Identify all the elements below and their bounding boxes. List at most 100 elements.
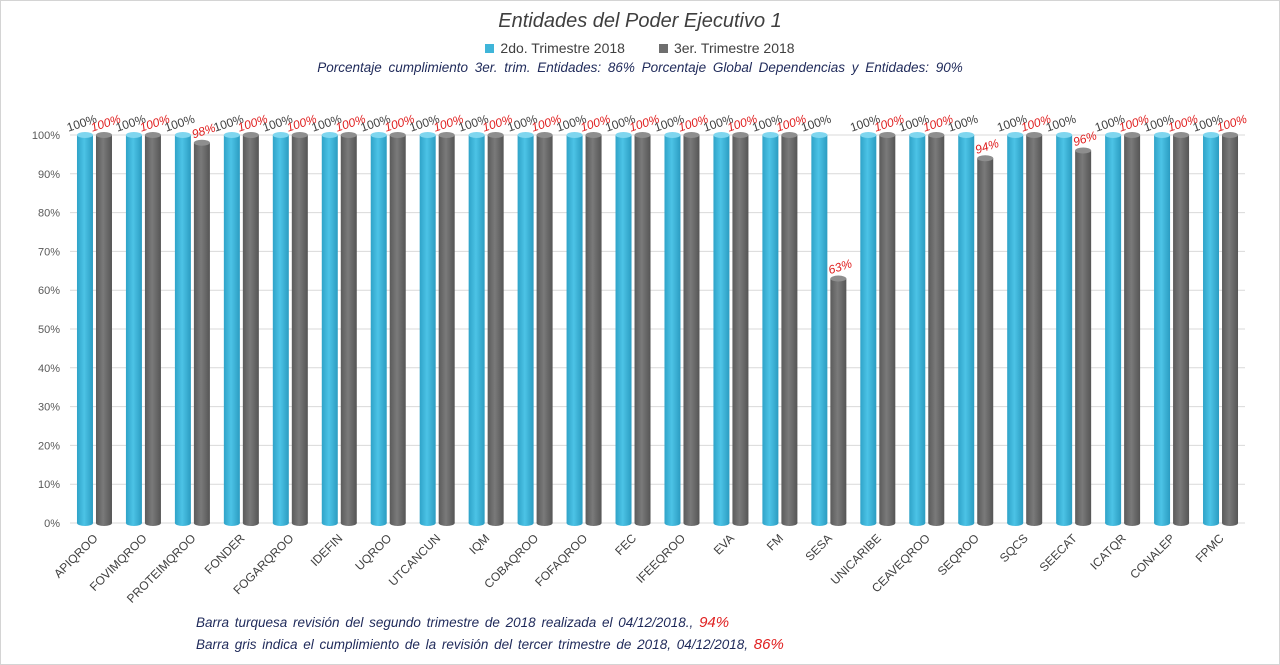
bar-q2-cap — [566, 132, 583, 138]
bar-q2 — [1154, 135, 1171, 523]
x-category-label: SEQROO — [935, 531, 982, 578]
bar-q2-cap — [370, 132, 387, 138]
note-turquoise-text: Barra turquesa revisión del segundo trim… — [196, 615, 700, 630]
bar-q2 — [1007, 135, 1024, 523]
bar-q2-base — [1154, 520, 1171, 526]
legend-swatch-q3 — [658, 43, 668, 53]
bar-q3 — [291, 135, 308, 523]
bar-q2-cap — [811, 132, 828, 138]
y-tick-label: 50% — [38, 324, 60, 336]
bar-q3 — [1075, 150, 1092, 523]
bar-q3-cap — [487, 132, 504, 138]
x-category-label: EVA — [711, 531, 737, 557]
bar-q2 — [223, 135, 240, 523]
y-tick-label: 70% — [38, 246, 60, 258]
bar-q3-cap — [242, 132, 259, 138]
y-tick-label: 100% — [32, 130, 60, 142]
bar-q2-base — [321, 520, 338, 526]
x-category-label: FM — [764, 531, 786, 553]
x-category-label: CONALEP — [1127, 531, 1177, 581]
bar-q3-cap — [389, 132, 406, 138]
bar-q2-base — [125, 520, 142, 526]
bar-q3-cap — [1222, 132, 1239, 138]
bar-q3 — [585, 135, 602, 523]
note-turquoise: Barra turquesa revisión del segundo trim… — [196, 614, 729, 631]
bar-q2 — [664, 135, 681, 523]
bar-q3-base — [438, 520, 455, 526]
note-gray: Barra gris indica el cumplimiento de la … — [196, 636, 784, 653]
bar-q2-cap — [713, 132, 730, 138]
bar-q2 — [762, 135, 779, 523]
bar-q2-base — [713, 520, 730, 526]
bar-q3-cap — [683, 132, 700, 138]
x-category-label: FONDER — [202, 531, 248, 577]
bar-q3-cap — [732, 132, 749, 138]
bar-q2-cap — [517, 132, 534, 138]
bar-q3-cap — [1124, 132, 1141, 138]
bar-q3-cap — [291, 132, 308, 138]
bar-q3-base — [340, 520, 357, 526]
bar-q2 — [1056, 135, 1073, 523]
bar-q3 — [95, 135, 112, 523]
bar-q2-base — [272, 520, 289, 526]
data-label-q3: 96% — [1071, 128, 1098, 149]
bar-q2-base — [664, 520, 681, 526]
bar-q2 — [811, 135, 828, 523]
data-label-q3: 94% — [973, 136, 1000, 157]
bar-q3-cap — [193, 139, 210, 146]
bar-q2 — [321, 135, 338, 523]
bar-q3 — [781, 135, 798, 523]
bar-q3 — [487, 135, 504, 523]
bar-q3-cap — [1075, 147, 1092, 154]
bar-q3-base — [242, 520, 259, 526]
bar-q2 — [468, 135, 485, 523]
x-category-label: UQROO — [352, 531, 394, 573]
bar-q3-cap — [879, 132, 896, 138]
bar-q3-base — [487, 520, 504, 526]
bar-q2-base — [517, 520, 534, 526]
bar-q2 — [860, 135, 877, 523]
bar-q3-base — [634, 520, 651, 526]
bar-q3-cap — [977, 155, 994, 162]
bar-q2-base — [223, 520, 240, 526]
bar-q3-base — [389, 520, 406, 526]
bar-q2 — [909, 135, 926, 523]
x-category-label: FEC — [612, 531, 639, 558]
bar-q3 — [1173, 135, 1190, 523]
bar-q2 — [615, 135, 632, 523]
bar-q2-base — [615, 520, 632, 526]
bar-q2-base — [1056, 520, 1073, 526]
bar-q2-cap — [223, 132, 240, 138]
y-tick-label: 90% — [38, 169, 60, 181]
x-category-label: FOFAQROO — [532, 531, 590, 589]
bar-q3-base — [879, 520, 896, 526]
bar-q3 — [340, 135, 357, 523]
bar-q3-base — [683, 520, 700, 526]
bar-q3-base — [291, 520, 308, 526]
bar-q3-cap — [95, 132, 112, 138]
bar-q2-cap — [909, 132, 926, 138]
bar-q2-cap — [664, 132, 681, 138]
y-tick-label: 10% — [38, 479, 60, 491]
bar-q3 — [193, 142, 210, 523]
legend: 2do. Trimestre 2018 3er. Trimestre 2018 — [0, 40, 1280, 56]
bar-q2-cap — [762, 132, 779, 138]
bar-q3-cap — [144, 132, 161, 138]
bar-q2-cap — [1105, 132, 1122, 138]
bar-q3 — [830, 278, 847, 523]
bar-q3 — [879, 135, 896, 523]
bar-q2-base — [1007, 520, 1024, 526]
bar-q3 — [389, 135, 406, 523]
bar-q2-base — [370, 520, 387, 526]
bar-q3-base — [1075, 520, 1092, 526]
bar-q2-cap — [174, 132, 191, 138]
data-label-q3: 63% — [827, 256, 854, 277]
bar-q3-base — [585, 520, 602, 526]
legend-item-q3: 3er. Trimestre 2018 — [658, 40, 795, 56]
bar-q2-cap — [76, 132, 93, 138]
bar-q3 — [634, 135, 651, 523]
bar-q3-base — [193, 520, 210, 526]
bar-q2-base — [419, 520, 436, 526]
bar-q3 — [732, 135, 749, 523]
bar-q3-cap — [830, 275, 847, 282]
